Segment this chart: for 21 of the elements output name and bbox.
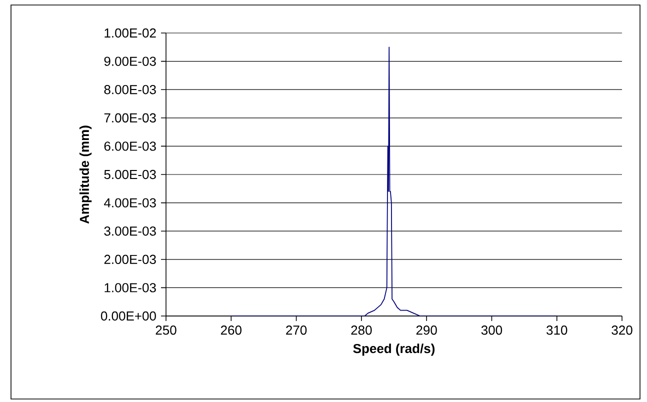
y-tick-label: 3.00E-03 — [104, 226, 156, 236]
y-tick-label: 8.00E-03 — [104, 84, 156, 94]
y-tick-label: 6.00E-03 — [104, 142, 156, 151]
x-tick-label: 270 — [286, 326, 307, 335]
x-tick-label: 320 — [612, 326, 632, 335]
y-tick-label: 4.00E-03 — [104, 198, 156, 208]
x-tick-label: 290 — [416, 326, 437, 335]
y-tick-label: 0.00E+00 — [100, 311, 156, 321]
y-tick-label: 7.00E-03 — [104, 113, 156, 122]
x-tick-label: 300 — [481, 326, 502, 335]
y-tick-label: 9.00E-03 — [104, 56, 156, 66]
x-tick-label: 250 — [156, 326, 176, 335]
x-axis-title: Speed (rad/s) — [353, 344, 435, 356]
y-tick-label: 2.00E-03 — [104, 254, 156, 264]
y-axis-title: Amplitude (mm) — [79, 126, 92, 224]
x-tick-label: 260 — [220, 326, 242, 335]
x-tick-label: 310 — [546, 326, 568, 335]
y-tick-label: 1.00E-02 — [104, 28, 156, 38]
y-tick-label: 5.00E-03 — [104, 170, 156, 180]
y-tick-label: 1.00E-03 — [104, 283, 156, 292]
x-tick-label: 280 — [351, 326, 372, 335]
